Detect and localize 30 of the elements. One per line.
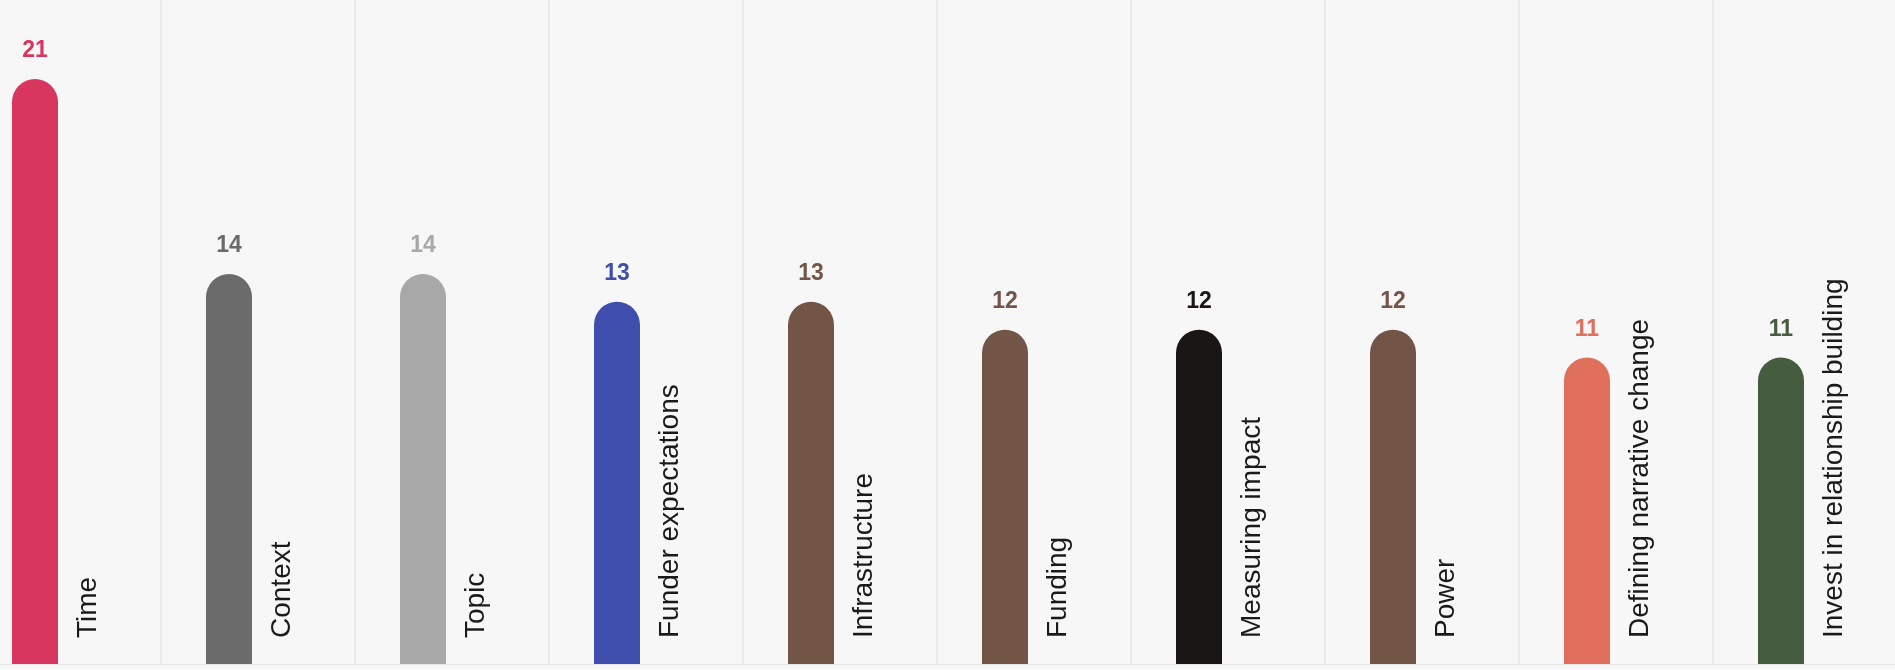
data-label: 11 — [1574, 314, 1600, 341]
x-tick-label: Topic — [459, 572, 490, 638]
data-label: 11 — [1768, 314, 1794, 341]
bar — [12, 79, 58, 664]
data-label: 13 — [798, 258, 824, 285]
x-tick-label: Infrastructure — [847, 473, 878, 638]
x-tick-label: Defining narrative change — [1623, 318, 1654, 638]
x-tick-label: Funding — [1041, 536, 1072, 638]
data-label: 14 — [410, 231, 436, 257]
bar — [788, 301, 834, 664]
bar — [1370, 329, 1416, 664]
bar — [1564, 357, 1610, 664]
x-tick-label: Power — [1429, 558, 1460, 638]
x-tick-label: Time — [71, 576, 102, 638]
x-tick-label: Context — [265, 541, 296, 638]
x-tick-label: Measuring impact — [1235, 416, 1266, 638]
bar — [1176, 329, 1222, 664]
data-label: 12 — [992, 286, 1018, 313]
data-label: 12 — [1186, 286, 1212, 313]
bar — [1758, 357, 1804, 664]
x-tick-label: Invest in relationship building — [1817, 278, 1848, 638]
data-label: 12 — [1380, 286, 1406, 313]
bar — [594, 301, 640, 664]
x-tick-label: Funder expectations — [653, 384, 684, 638]
data-label: 21 — [22, 36, 48, 62]
bar — [206, 274, 252, 664]
bar — [982, 329, 1028, 664]
bar — [400, 274, 446, 664]
data-label: 14 — [216, 231, 242, 257]
data-label: 13 — [604, 258, 630, 285]
